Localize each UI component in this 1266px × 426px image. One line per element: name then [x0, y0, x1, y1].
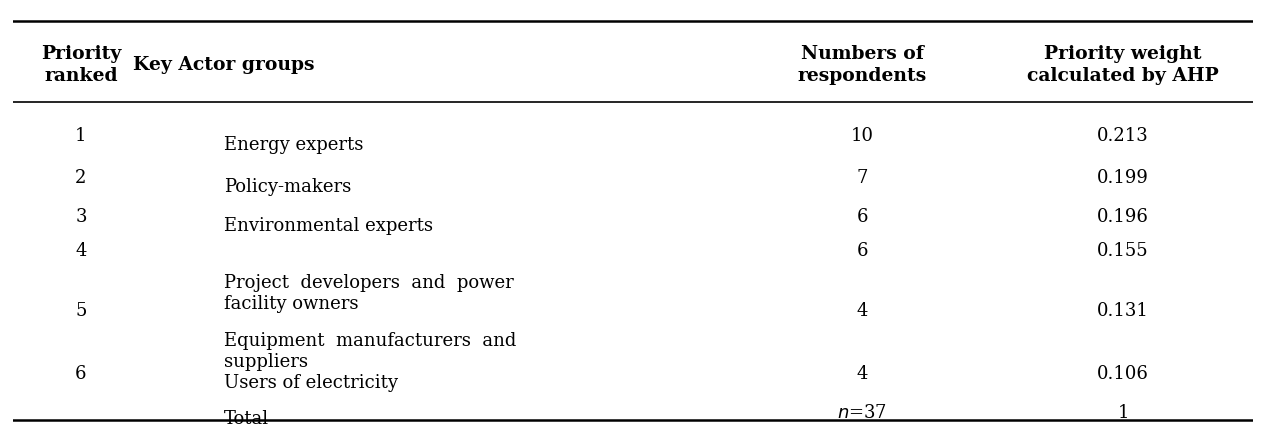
- Text: 2: 2: [75, 169, 86, 187]
- Text: Users of electricity: Users of electricity: [224, 374, 398, 392]
- Text: 6: 6: [75, 365, 86, 383]
- Text: 0.106: 0.106: [1098, 365, 1150, 383]
- Text: 10: 10: [851, 127, 874, 145]
- Text: 0.131: 0.131: [1098, 302, 1150, 320]
- Text: 4: 4: [857, 365, 868, 383]
- Text: Equipment  manufacturers  and
suppliers: Equipment manufacturers and suppliers: [224, 332, 517, 371]
- Text: Key Actor groups: Key Actor groups: [133, 56, 314, 74]
- Text: Environmental experts: Environmental experts: [224, 217, 433, 235]
- Text: 5: 5: [75, 302, 86, 320]
- Text: 0.199: 0.199: [1098, 169, 1150, 187]
- Text: 6: 6: [857, 242, 868, 259]
- Text: Total: Total: [224, 410, 268, 426]
- Text: 6: 6: [857, 208, 868, 226]
- Text: Priority
ranked: Priority ranked: [41, 45, 122, 84]
- Text: 4: 4: [75, 242, 86, 259]
- Text: Project  developers  and  power
facility owners: Project developers and power facility ow…: [224, 273, 513, 313]
- Text: 0.196: 0.196: [1098, 208, 1150, 226]
- Text: 0.213: 0.213: [1098, 127, 1150, 145]
- Text: 7: 7: [857, 169, 868, 187]
- Text: Policy-makers: Policy-makers: [224, 178, 351, 196]
- Text: Priority weight
calculated by AHP: Priority weight calculated by AHP: [1027, 45, 1219, 84]
- Text: $n$=37: $n$=37: [838, 404, 887, 422]
- Text: 4: 4: [857, 302, 868, 320]
- Text: 3: 3: [75, 208, 86, 226]
- Text: 0.155: 0.155: [1098, 242, 1148, 259]
- Text: 1: 1: [1118, 404, 1129, 422]
- Text: Numbers of
respondents: Numbers of respondents: [798, 45, 927, 84]
- Text: Energy experts: Energy experts: [224, 136, 363, 154]
- Text: 1: 1: [75, 127, 86, 145]
